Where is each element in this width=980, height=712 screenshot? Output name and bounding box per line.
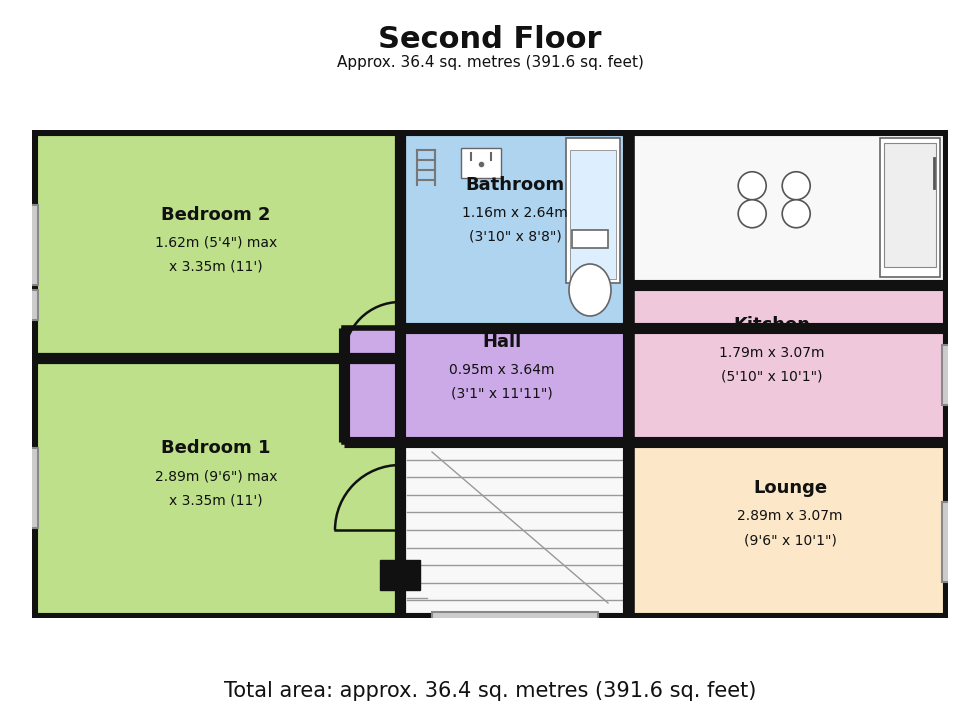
Text: Approx. 36.4 sq. metres (391.6 sq. feet): Approx. 36.4 sq. metres (391.6 sq. feet) — [336, 55, 644, 70]
Bar — [32, 130, 400, 358]
Text: Bathroom: Bathroom — [466, 176, 564, 194]
Text: Bedroom 2: Bedroom 2 — [162, 206, 270, 224]
Bar — [26, 448, 38, 528]
Circle shape — [738, 200, 766, 228]
Bar — [32, 358, 400, 618]
Text: x 3.35m (11'): x 3.35m (11') — [170, 493, 263, 507]
Bar — [566, 138, 620, 283]
Bar — [432, 612, 598, 624]
Text: 1.62m (5'4") max: 1.62m (5'4") max — [155, 236, 277, 250]
Bar — [942, 502, 954, 582]
Text: 1.79m x 3.07m: 1.79m x 3.07m — [719, 346, 825, 360]
Text: 2.89m (9'6") max: 2.89m (9'6") max — [155, 469, 277, 483]
Bar — [572, 230, 608, 248]
Text: Bedroom 1: Bedroom 1 — [162, 439, 270, 457]
Bar — [880, 138, 940, 277]
Bar — [380, 560, 420, 590]
Circle shape — [738, 172, 766, 200]
Bar — [402, 130, 628, 328]
Text: (9'6" x 10'1"): (9'6" x 10'1") — [744, 533, 837, 547]
Bar — [942, 345, 954, 405]
Bar — [462, 148, 501, 178]
Text: Lounge: Lounge — [753, 479, 827, 497]
Text: Second Floor: Second Floor — [378, 25, 602, 53]
Text: Kitchen: Kitchen — [733, 316, 810, 334]
Text: 2.89m x 3.07m: 2.89m x 3.07m — [737, 509, 843, 523]
Bar — [26, 205, 38, 285]
Circle shape — [782, 172, 810, 200]
Ellipse shape — [569, 264, 611, 316]
Circle shape — [782, 200, 810, 228]
Bar — [632, 285, 948, 442]
Bar — [402, 442, 628, 618]
Text: (3'1" x 11'11"): (3'1" x 11'11") — [451, 387, 553, 401]
Bar — [632, 442, 948, 618]
Text: Total area: approx. 36.4 sq. metres (391.6 sq. feet): Total area: approx. 36.4 sq. metres (391… — [223, 681, 757, 701]
Text: x 3.35m (11'): x 3.35m (11') — [170, 260, 263, 274]
Text: (3'10" x 8'8"): (3'10" x 8'8") — [468, 230, 562, 244]
Bar — [344, 328, 628, 442]
Text: Hall: Hall — [482, 333, 521, 351]
Bar — [570, 150, 616, 279]
Text: 0.95m x 3.64m: 0.95m x 3.64m — [449, 363, 555, 377]
Bar — [632, 130, 948, 285]
Bar — [26, 290, 38, 320]
Bar — [884, 143, 936, 267]
Text: 1.16m x 2.64m: 1.16m x 2.64m — [463, 206, 567, 220]
Text: (5'10" x 10'1"): (5'10" x 10'1") — [721, 370, 823, 384]
